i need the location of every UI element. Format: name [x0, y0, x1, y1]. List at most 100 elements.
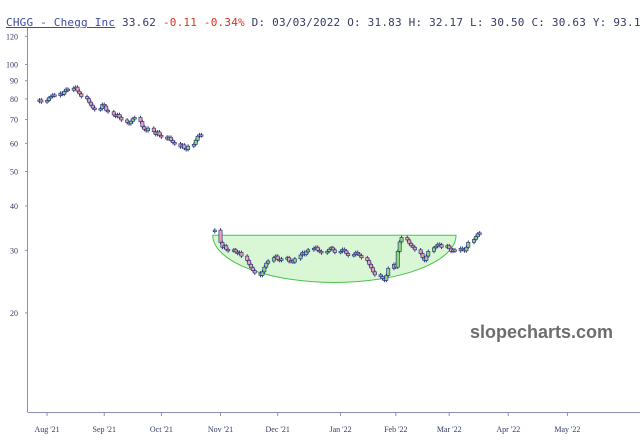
- segment-2-candle: [252, 268, 257, 275]
- candle-body: [407, 239, 412, 244]
- segment-2-candle: [212, 228, 217, 234]
- segment-2-candle: [319, 249, 324, 255]
- candle-body: [477, 232, 482, 235]
- candle-body: [292, 258, 297, 263]
- high-readout: H: 32.17: [408, 16, 464, 29]
- candle-body: [365, 257, 370, 261]
- candle-body: [182, 144, 187, 149]
- segment-2-candle: [346, 251, 351, 258]
- y-tick-label: 40: [10, 202, 18, 211]
- candle-body: [159, 134, 164, 138]
- segment-1-candle: [39, 98, 44, 104]
- candle-body: [157, 131, 162, 136]
- segment-1-candle: [119, 115, 124, 122]
- candle-body: [473, 236, 478, 240]
- candle-body: [432, 247, 436, 252]
- candle-body: [369, 263, 374, 269]
- x-tick-label: Jan '22: [330, 425, 352, 434]
- candle-body: [247, 260, 252, 265]
- open-readout: O: 31.83: [347, 16, 402, 29]
- candle-body: [128, 120, 133, 125]
- price-change-percent: -0.34%: [203, 16, 245, 29]
- candle-body: [271, 257, 276, 262]
- candle-body: [66, 88, 70, 92]
- segment-2-candle: [395, 249, 400, 270]
- segment-1-candle: [159, 133, 164, 139]
- segment-1-candle: [106, 108, 111, 114]
- candle-body: [395, 251, 400, 268]
- candle-body: [92, 107, 97, 111]
- candle-body: [186, 145, 191, 150]
- x-tick-label: Dec '21: [266, 425, 290, 434]
- candle-body: [212, 229, 217, 233]
- ticker-link[interactable]: CHGG - Chegg Inc: [6, 16, 116, 29]
- segment-2-candle: [386, 266, 391, 278]
- candle-body: [412, 246, 417, 251]
- candle-body: [447, 245, 452, 249]
- x-tick-label: Mar '22: [437, 425, 462, 434]
- candle-body: [125, 119, 130, 123]
- candle-body: [452, 249, 457, 252]
- x-tick-label: May '22: [554, 425, 580, 434]
- candle-body: [266, 260, 271, 264]
- y-tick-label: 50: [10, 167, 18, 176]
- cup-shape: [212, 234, 457, 283]
- candle-body: [111, 111, 116, 116]
- candle-body: [466, 241, 471, 248]
- candle-body: [332, 249, 337, 253]
- segment-2-candle: [279, 256, 284, 263]
- x-tick-label: Aug '21: [34, 425, 59, 434]
- candle-body: [88, 101, 93, 106]
- axes: 20 30 40 50 60 70 80 90 100 120 Aug '21 Sep '21 Oct …: [6, 28, 640, 434]
- candle-body: [172, 142, 177, 145]
- segment-2-candle: [239, 250, 244, 258]
- candle-body: [264, 262, 269, 268]
- candle-body: [260, 271, 265, 276]
- candle-body: [319, 251, 324, 254]
- segment-1-candle: [66, 87, 70, 93]
- last-price: 33.62: [122, 16, 157, 29]
- candle-body: [386, 267, 391, 276]
- candle-body: [75, 86, 80, 92]
- candle-body: [224, 245, 229, 250]
- x-tick-label: Oct '21: [150, 425, 173, 434]
- candle-body: [439, 244, 444, 248]
- segment-2-candle: [372, 269, 377, 277]
- segment-1-candle: [172, 140, 177, 146]
- candle-body: [472, 239, 476, 243]
- y-readout: Y: 93.19: [592, 16, 640, 29]
- segment-2-candle: [426, 249, 431, 258]
- y-tick-label: 60: [10, 139, 18, 148]
- segment-2-candle: [226, 247, 231, 253]
- candle-body: [52, 94, 57, 97]
- y-tick-label: 30: [10, 246, 18, 255]
- candle-body: [405, 237, 410, 241]
- candle-body: [239, 252, 244, 257]
- candle-body: [146, 127, 151, 132]
- segment-1-candle: [52, 93, 57, 98]
- candle-body: [359, 255, 364, 259]
- candle-body: [195, 135, 200, 141]
- candle-body: [106, 109, 111, 113]
- candle-body: [298, 254, 303, 260]
- x-tick-label: Sep '21: [93, 425, 116, 434]
- candle-body: [132, 117, 137, 120]
- candle-body: [168, 136, 173, 141]
- candle-body: [464, 246, 469, 252]
- segment-2-candle: [292, 256, 297, 264]
- watermark-logo: slopecharts.com: [470, 322, 614, 342]
- segment-2-candle: [452, 247, 457, 253]
- candle-body: [426, 251, 431, 257]
- segment-1-candle: [79, 91, 84, 99]
- candle-body: [418, 249, 423, 254]
- candle-body: [79, 93, 84, 97]
- y-tick-label: 80: [10, 95, 18, 104]
- candle-body: [39, 99, 44, 103]
- candle-body: [279, 258, 284, 261]
- x-tick-label: Feb '22: [384, 425, 407, 434]
- candle-body: [142, 126, 147, 130]
- segment-2-candle: [359, 253, 364, 260]
- candle-body: [315, 246, 320, 251]
